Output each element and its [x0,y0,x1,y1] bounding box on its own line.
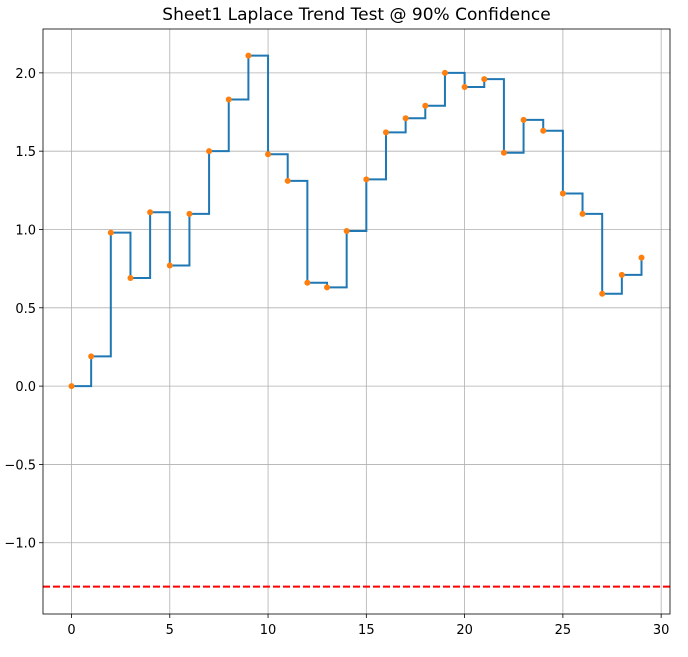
data-point [265,151,272,158]
data-point [225,96,232,103]
data-point [559,190,566,197]
y-tick-label: 1.0 [15,223,36,238]
data-point [540,127,547,134]
data-point [127,275,134,282]
data-point [579,210,586,217]
data-point [599,290,606,297]
x-tick-label: 0 [67,623,75,638]
data-point [304,279,311,286]
data-point [422,102,429,109]
data-point [68,383,75,390]
data-point [481,76,488,83]
y-tick-label: 1.5 [15,145,36,160]
y-tick-label: 2.0 [15,67,36,82]
data-point [186,210,193,217]
data-point [520,116,527,123]
tick-labels: 0 5 10 15 20 25 30 −1.0 −0.5 0.0 0.5 1.0 1.5 2.0 [4,67,669,638]
trend-step-line [71,54,643,388]
data-point [461,83,468,90]
y-tick-label: −1.0 [4,537,36,552]
data-point [88,353,95,360]
grid [43,29,670,614]
x-tick-label: 10 [260,623,277,638]
x-tick-label: 20 [456,623,473,638]
y-tick-label: 0.0 [15,380,36,395]
data-point [284,177,291,184]
data-point [206,148,213,155]
x-tick-label: 5 [166,623,174,638]
axes [39,28,671,618]
x-tick-label: 30 [653,623,670,638]
y-tick-label: 0.5 [15,302,36,317]
plot-frame [42,28,671,615]
data-point [107,229,114,236]
data-point [166,262,173,269]
y-tick-label: −0.5 [4,458,36,473]
chart-title: Sheet1 Laplace Trend Test @ 90% Confiden… [162,5,550,25]
data-point [402,115,409,122]
x-tick-label: 25 [555,623,572,638]
data-point [618,271,625,278]
data-point [382,129,389,136]
data-point [147,209,154,216]
series-group [68,52,645,390]
data-point [363,176,370,183]
data-point [245,52,252,59]
x-tick-label: 15 [358,623,375,638]
data-point [324,284,331,291]
data-point [343,228,350,235]
data-point [638,254,645,261]
data-point [441,69,448,76]
data-point [500,149,507,156]
